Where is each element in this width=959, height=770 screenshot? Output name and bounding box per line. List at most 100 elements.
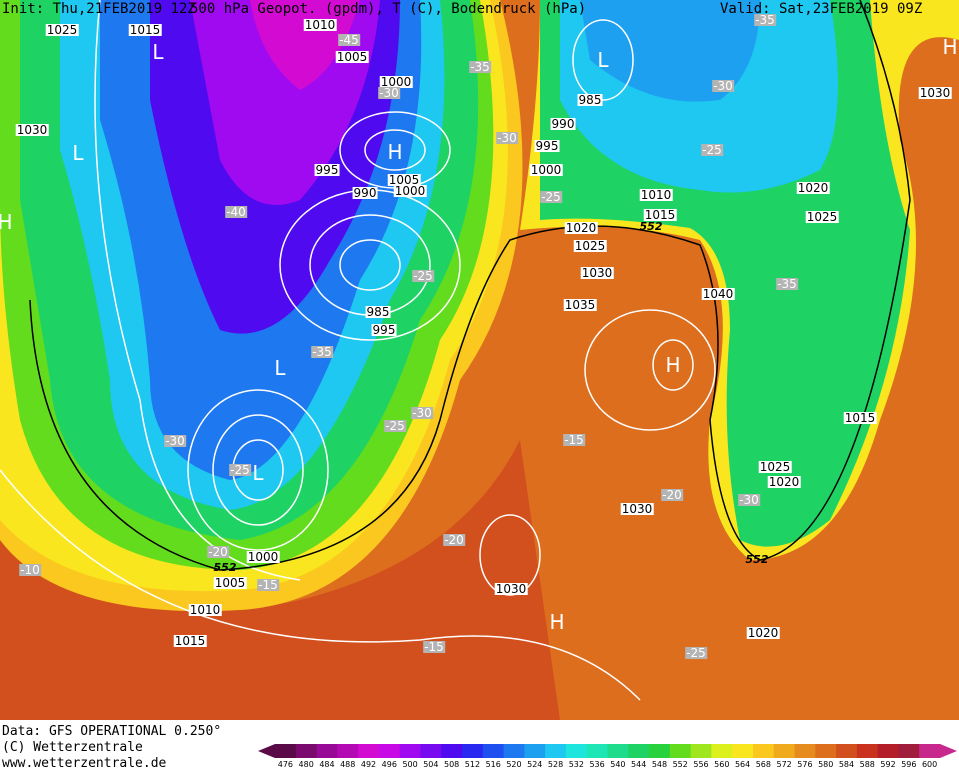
colorbar-tick-label: 564 — [734, 760, 751, 769]
colorbar-tick-label: 520 — [506, 760, 522, 769]
colorbar-tick-label: 516 — [485, 760, 501, 769]
temperature-label: -30 — [378, 86, 400, 100]
colorbar-swatch — [752, 744, 775, 758]
colorbar-swatch — [732, 744, 754, 758]
temperature-label: -35 — [469, 60, 491, 74]
pressure-label: 1015 — [843, 411, 877, 425]
pressure-label: 995 — [371, 323, 397, 337]
copyright: (C) Wetterzentrale — [2, 740, 143, 755]
pressure-label: 1000 — [379, 75, 413, 89]
colorbar-tick-label: 496 — [381, 760, 397, 769]
field-red — [0, 440, 560, 720]
temperature-label: -25 — [540, 190, 562, 204]
isobar — [339, 239, 401, 291]
pressure-label: 1000 — [393, 184, 427, 198]
pressure-label: 1020 — [564, 221, 598, 235]
pressure-label: 1020 — [767, 475, 801, 489]
temperature-label: -35 — [754, 13, 776, 27]
colorbar-swatch — [628, 744, 650, 758]
temperature-label: -30 — [411, 406, 433, 420]
552-contour — [29, 0, 911, 571]
valid-label: Valid: Sat,23FEB2019 09Z — [720, 1, 923, 17]
isobar — [572, 19, 634, 101]
pressure-label: 985 — [577, 93, 603, 107]
colorbar-swatch — [295, 744, 318, 758]
colorbar-tick-label: 484 — [319, 760, 335, 769]
pressure-system: L — [152, 40, 164, 64]
colorbar-tick-label: 584 — [838, 760, 855, 769]
pressure-label: 1015 — [173, 634, 207, 648]
colorbar-tick-label: 580 — [818, 760, 834, 769]
pressure-label: 995 — [314, 163, 340, 177]
colorbar-tick-label: 600 — [921, 760, 938, 769]
pressure-system: H — [387, 140, 403, 164]
geopotential-label: 552 — [639, 220, 663, 233]
pressure-label: 1000 — [246, 550, 280, 564]
colorbar-tick-label: 532 — [568, 760, 584, 769]
colorbar-swatch — [898, 744, 920, 758]
pressure-label: 995 — [534, 139, 560, 153]
isobar — [0, 469, 641, 701]
colorbar-swatch — [669, 744, 692, 758]
pressure-label: 1025 — [805, 210, 839, 224]
temperature-label: -25 — [229, 463, 251, 477]
temperature-label: -20 — [443, 533, 465, 547]
init-label: Init: Thu,21FEB2019 12Z — [2, 1, 196, 17]
map-title: 500 hPa Geopot. (gpdm), T (C), Bodendruc… — [190, 1, 587, 17]
pressure-label: 1020 — [746, 626, 780, 640]
temperature-label: -30 — [738, 493, 760, 507]
pressure-label: 1040 — [701, 287, 735, 301]
pressure-label: 1030 — [494, 582, 528, 596]
colorbar-tick-label: 488 — [340, 760, 356, 769]
colorbar-swatch — [794, 744, 816, 758]
pressure-system: L — [72, 141, 84, 165]
field-blue-east — [580, 0, 760, 102]
website: www.wetterzentrale.de — [2, 756, 167, 770]
colorbar-swatch — [503, 744, 525, 758]
colorbar-swatch — [773, 744, 796, 758]
isobar — [479, 514, 541, 596]
colorbar-swatch — [586, 744, 608, 758]
temperature-label: -30 — [496, 131, 518, 145]
temperature-label: -15 — [563, 433, 585, 447]
pressure-label: 1010 — [303, 18, 337, 32]
pressure-label: 1030 — [918, 86, 952, 100]
pressure-label: 1000 — [529, 163, 563, 177]
pressure-label: 1005 — [335, 50, 369, 64]
pressure-label: 1035 — [563, 298, 597, 312]
pressure-label: 1025 — [758, 460, 792, 474]
colorbar-swatch — [358, 744, 380, 758]
pressure-system: L — [597, 48, 609, 72]
data-source: Data: GFS OPERATIONAL 0.250° — [2, 724, 222, 739]
colorbar-swatch — [275, 744, 297, 758]
temperature-label: -20 — [661, 488, 683, 502]
colorbar-tick-label: 524 — [527, 760, 543, 769]
colorbar-swatch — [316, 744, 338, 758]
pressure-label: 1015 — [643, 208, 677, 222]
pressure-label: 1005 — [213, 576, 247, 590]
colorbar-tick-label: 500 — [402, 760, 418, 769]
colorbar-tick-label: 556 — [693, 760, 709, 769]
temperature-label: -15 — [257, 578, 279, 592]
colorbar-swatch — [919, 744, 941, 758]
temperature-label: -45 — [338, 33, 360, 47]
colorbar-swatch — [565, 744, 588, 758]
pressure-label: 990 — [352, 186, 378, 200]
colorbar-tick-label: 504 — [423, 760, 439, 769]
pressure-label: 1005 — [387, 173, 421, 187]
colorbar-tick-label: 568 — [755, 760, 771, 769]
colorbar-tick-label: 528 — [547, 760, 564, 769]
colorbar-tick-label: 560 — [714, 760, 730, 769]
temperature-label: -25 — [412, 269, 434, 283]
pressure-label: 1020 — [796, 181, 830, 195]
pressure-label: 1010 — [639, 188, 673, 202]
temperature-label: -35 — [776, 277, 798, 291]
temperature-label: -15 — [423, 640, 445, 654]
colorbar-swatch — [420, 744, 442, 758]
colorbar-swatch — [378, 744, 401, 758]
colorbar-swatch — [524, 744, 546, 758]
colorbar-tick-label: 544 — [631, 760, 647, 769]
pressure-system: H — [0, 210, 13, 234]
geopotential-label: 552 — [213, 561, 237, 574]
